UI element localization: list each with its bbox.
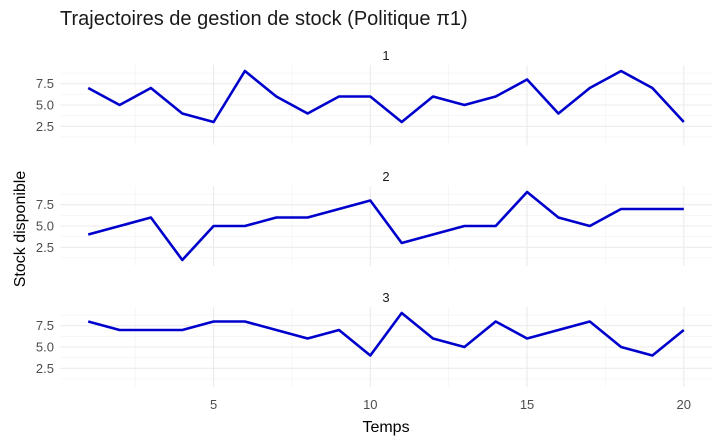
y-tick-label: 7.5 [36,318,54,333]
x-tick-label: 5 [210,397,217,412]
series-line-2 [87,190,684,262]
x-tick-label: 15 [520,397,534,412]
x-axis-title: Temps [362,419,409,436]
y-tick-label: 5.0 [36,340,54,355]
series-line-1 [87,69,685,124]
facet-strip-label: 1 [382,48,389,63]
y-tick-label: 5.0 [36,219,54,234]
chart-title: Trajectoires de gestion de stock (Politi… [60,8,468,30]
y-tick-label: 2.5 [36,240,54,255]
y-tick-label: 7.5 [36,197,54,212]
y-tick-label: 7.5 [36,76,54,91]
x-tick-label: 20 [677,397,691,412]
y-tick-label: 5.0 [36,98,54,113]
facet-strip-label: 3 [382,290,389,305]
x-tick-label: 10 [363,397,377,412]
facet-panel-2: 2 2.5 5.0 7.5 [36,169,712,266]
series-line-3 [87,311,685,357]
facet-panel-3: 3 2.5 5.0 7.5 [36,290,712,387]
y-tick-label: 2.5 [36,361,54,376]
y-tick-label: 2.5 [36,119,54,134]
y-axis-title: Stock disponible [12,171,29,288]
facet-strip-label: 2 [382,169,389,184]
facet-panel-1: 1 2.5 5.0 7.5 [36,48,712,145]
